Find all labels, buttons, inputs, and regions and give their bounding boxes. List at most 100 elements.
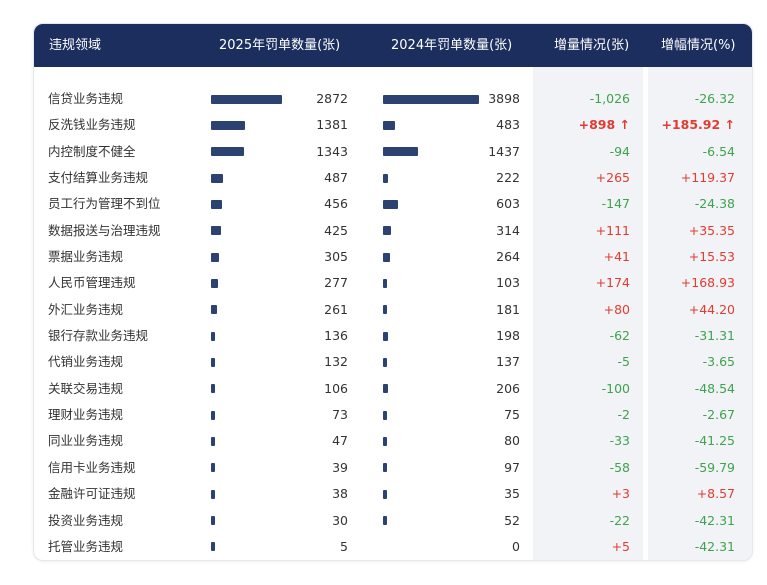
header-category: 违规领域 bbox=[49, 38, 102, 53]
growth-value: -42.31 bbox=[694, 512, 735, 528]
value-2025: 1381 bbox=[316, 117, 348, 133]
table-row: 支付结算业务违规 487 222 +265 +119.37 bbox=[34, 165, 752, 191]
bar-2025 bbox=[211, 331, 215, 341]
value-2024: 97 bbox=[504, 459, 520, 475]
row-category: 支付结算业务违规 bbox=[48, 170, 149, 186]
bar-2024 bbox=[383, 489, 387, 499]
increase-value: +41 bbox=[603, 249, 630, 265]
value-2024: 0 bbox=[512, 538, 520, 554]
growth-value: +168.93 bbox=[680, 275, 735, 291]
growth-value: +185.92 ↑ bbox=[661, 117, 735, 133]
value-2025: 5 bbox=[340, 538, 348, 554]
bar-2025 bbox=[211, 516, 215, 525]
table-row: 关联交易违规 106 206 -100 -48.54 bbox=[34, 376, 752, 402]
increase-value: +111 bbox=[595, 222, 630, 238]
bar-2025 bbox=[211, 384, 215, 394]
value-2024: 80 bbox=[504, 433, 520, 449]
value-2024: 35 bbox=[504, 486, 520, 502]
increase-value: +265 bbox=[595, 170, 630, 186]
row-category: 托管业务违规 bbox=[48, 538, 124, 554]
value-2025: 261 bbox=[324, 301, 348, 317]
bar-2025 bbox=[211, 542, 215, 552]
bar-2024 bbox=[383, 436, 387, 446]
increase-value: -33 bbox=[609, 433, 630, 449]
value-2025: 305 bbox=[324, 249, 348, 265]
row-category: 内控制度不健全 bbox=[48, 143, 136, 159]
row-category: 银行存款业务违规 bbox=[48, 328, 149, 344]
increase-value: -1,026 bbox=[589, 91, 630, 106]
header-count-2025: 2025年罚单数量(张) bbox=[219, 38, 341, 53]
value-2025: 47 bbox=[332, 433, 348, 449]
bar-2024 bbox=[383, 463, 387, 473]
increase-value: +80 bbox=[603, 301, 630, 317]
value-2024: 206 bbox=[496, 380, 520, 396]
value-2024: 3898 bbox=[488, 91, 520, 106]
bar-2025 bbox=[211, 226, 222, 236]
increase-value: -2 bbox=[617, 407, 630, 423]
bar-2024 bbox=[383, 199, 398, 209]
row-category: 反洗钱业务违规 bbox=[48, 117, 136, 133]
bar-2025 bbox=[211, 305, 218, 315]
bar-2025 bbox=[211, 436, 215, 446]
row-category: 人民币管理违规 bbox=[48, 275, 136, 291]
value-2025: 39 bbox=[332, 459, 348, 475]
value-2025: 487 bbox=[324, 170, 348, 186]
growth-value: +119.37 bbox=[680, 170, 735, 186]
value-2025: 38 bbox=[332, 486, 348, 502]
value-2025: 136 bbox=[324, 328, 348, 344]
growth-value: -48.54 bbox=[694, 380, 735, 396]
value-2025: 73 bbox=[332, 407, 348, 423]
row-category: 同业业务违规 bbox=[48, 433, 124, 449]
row-category: 关联交易违规 bbox=[48, 380, 124, 396]
header-increase: 增量情况(张) bbox=[554, 38, 630, 53]
value-2024: 103 bbox=[496, 275, 520, 291]
value-2025: 425 bbox=[324, 222, 348, 238]
value-2025: 456 bbox=[324, 196, 348, 212]
increase-value: -62 bbox=[609, 328, 630, 344]
bar-2024 bbox=[383, 278, 387, 288]
header-growth: 增幅情况(%) bbox=[661, 38, 736, 53]
table-row: 理财业务违规 73 75 -2 -2.67 bbox=[34, 402, 752, 428]
value-2024: 483 bbox=[496, 117, 520, 133]
table-row: 数据报送与治理违规 425 314 +111 +35.35 bbox=[34, 218, 752, 244]
growth-value: -6.54 bbox=[702, 143, 735, 159]
value-2025: 30 bbox=[332, 512, 348, 528]
bar-2024 bbox=[383, 516, 387, 525]
row-category: 数据报送与治理违规 bbox=[48, 222, 161, 238]
bar-2024 bbox=[383, 226, 391, 236]
table-row: 投资业务违规 30 52 -22 -42.31 bbox=[34, 508, 752, 534]
increase-value: +5 bbox=[611, 538, 630, 554]
increase-value: +898 ↑ bbox=[578, 117, 630, 133]
table-header: 违规领域 2025年罚单数量(张) 2024年罚单数量(张) 增量情况(张) 增… bbox=[34, 24, 752, 67]
table-row: 反洗钱业务违规 1381 483 +898 ↑ +185.92 ↑ bbox=[34, 112, 752, 138]
bar-2024 bbox=[383, 120, 395, 130]
row-category: 信用卡业务违规 bbox=[48, 459, 136, 475]
row-category: 代销业务违规 bbox=[48, 354, 124, 370]
growth-value: -24.38 bbox=[694, 196, 735, 212]
value-2025: 1343 bbox=[316, 143, 348, 159]
value-2024: 222 bbox=[496, 170, 520, 186]
value-2025: 277 bbox=[324, 275, 348, 291]
growth-value: -26.32 bbox=[694, 91, 735, 106]
growth-column-shade bbox=[648, 24, 752, 560]
growth-value: -3.65 bbox=[702, 354, 735, 370]
bar-2025 bbox=[211, 199, 223, 209]
growth-value: +15.53 bbox=[688, 249, 735, 265]
table-row: 银行存款业务违规 136 198 -62 -31.31 bbox=[34, 323, 752, 349]
row-category: 信贷业务违规 bbox=[48, 91, 124, 106]
penalty-table: 违规领域 2025年罚单数量(张) 2024年罚单数量(张) 增量情况(张) 增… bbox=[33, 23, 753, 561]
growth-value: -59.79 bbox=[694, 459, 735, 475]
increase-value: +174 bbox=[595, 275, 630, 291]
row-category: 投资业务违规 bbox=[48, 512, 124, 528]
table-row: 员工行为管理不到位 456 603 -147 -24.38 bbox=[34, 191, 752, 217]
value-2024: 75 bbox=[504, 407, 520, 423]
value-2025: 106 bbox=[324, 380, 348, 396]
value-2025: 132 bbox=[324, 354, 348, 370]
bar-2024 bbox=[383, 147, 419, 157]
bar-2025 bbox=[211, 120, 245, 130]
value-2024: 603 bbox=[496, 196, 520, 212]
bar-2025 bbox=[211, 410, 215, 420]
table-row: 托管业务违规 5 0 +5 -42.31 bbox=[34, 534, 752, 560]
bar-2024 bbox=[383, 173, 389, 183]
row-category: 票据业务违规 bbox=[48, 249, 124, 265]
